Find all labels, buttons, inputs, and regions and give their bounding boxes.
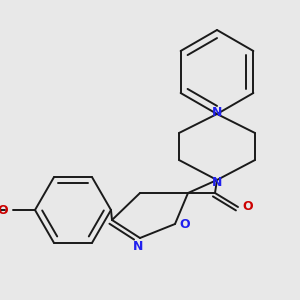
Text: N: N bbox=[212, 176, 222, 188]
Text: N: N bbox=[133, 239, 143, 253]
Text: O: O bbox=[0, 203, 8, 217]
Text: O: O bbox=[180, 218, 190, 230]
Text: O: O bbox=[243, 200, 253, 212]
Text: N: N bbox=[212, 106, 222, 118]
